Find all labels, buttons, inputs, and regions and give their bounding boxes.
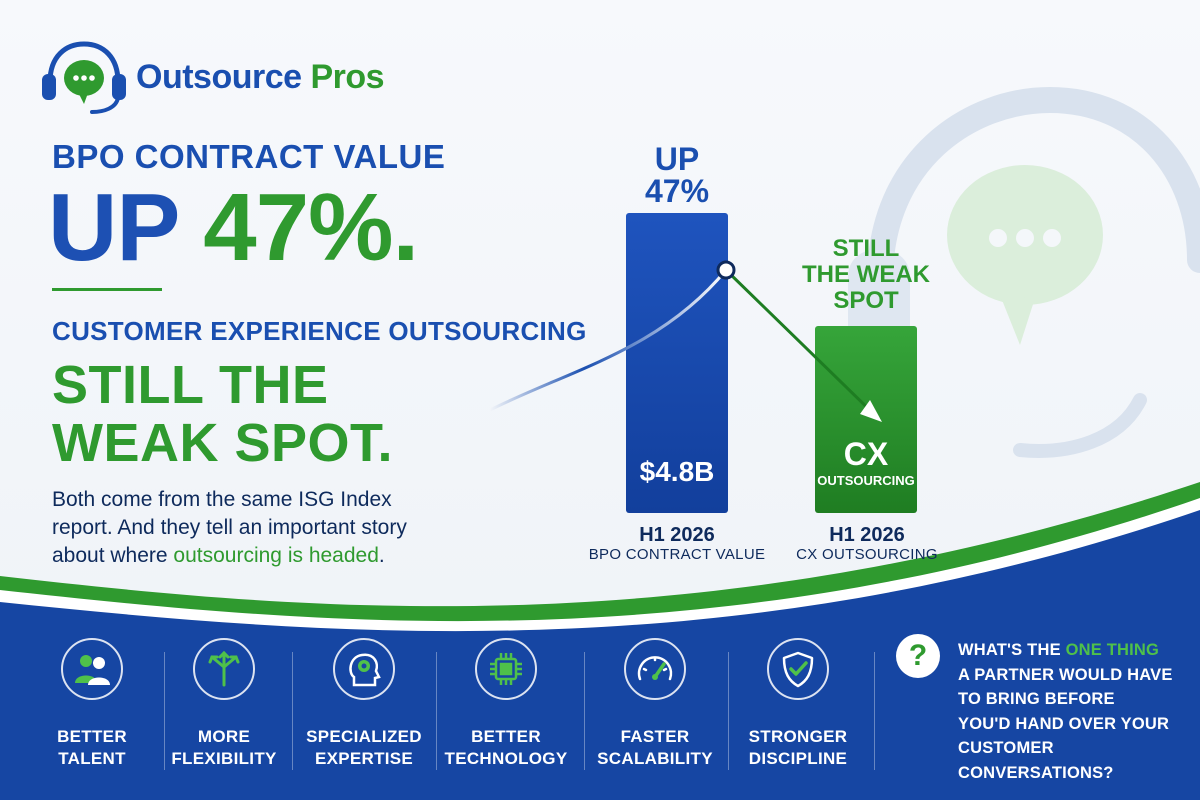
feature-separator <box>436 652 437 770</box>
headline-kicker: BPO CONTRACT VALUE <box>52 138 446 175</box>
headset-chat-icon <box>42 41 126 114</box>
shield-check-icon <box>767 638 829 700</box>
feature-separator <box>164 652 165 770</box>
bar-cx-subvalue: OUTSOURCING <box>817 473 915 488</box>
bar-cx-top-label: STILL THE WEAK SPOT <box>802 235 930 314</box>
brand-logo: Outsource Pros <box>38 38 385 116</box>
headline-big: UP 47%. <box>48 180 419 276</box>
bar-cx-value: CX <box>843 436 889 472</box>
feature-specialized-expertise: SPECIALIZED EXPERTISE <box>294 628 434 770</box>
question-text: WHAT'S THE ONE THING A PARTNER WOULD HAV… <box>958 641 1173 782</box>
body-paragraph: Both come from the same ISG Index report… <box>52 488 407 567</box>
feature-faster-scalability: FASTER SCALABILITY <box>585 628 725 770</box>
feature-better-talent: BETTER TALENT <box>22 628 162 770</box>
feature-separator <box>728 652 729 770</box>
feature-label: BETTER TALENT <box>57 727 127 768</box>
feature-more-flexibility: MORE FLEXIBILITY <box>154 628 294 770</box>
bar-bpo-value: $4.8B <box>639 456 715 487</box>
feature-stronger-discipline: STRONGER DISCIPLINE <box>728 628 868 770</box>
brand-name: Outsource Pros <box>136 57 385 96</box>
people-icon <box>61 638 123 700</box>
chart-bar-cx <box>815 326 917 513</box>
headline-up: UP <box>48 174 179 281</box>
feature-better-technology: BETTER TECHNOLOGY <box>436 628 576 770</box>
bar-cx-caption: CX OUTSOURCING <box>796 546 938 563</box>
feature-label: MORE FLEXIBILITY <box>171 727 277 768</box>
feature-label: STRONGER DISCIPLINE <box>748 727 848 768</box>
speedometer-icon <box>624 638 686 700</box>
bar-cx-period: H1 2026 <box>829 524 905 546</box>
feature-label: BETTER TECHNOLOGY <box>444 727 568 768</box>
chip-icon <box>475 638 537 700</box>
weak-spot-headline: STILL THE WEAK SPOT. <box>52 355 394 473</box>
feature-separator <box>874 652 875 770</box>
bar-bpo-top-label: UP 47% <box>644 141 710 209</box>
highlight-text: outsourcing is headed <box>173 544 379 567</box>
head-gear-icon <box>333 638 395 700</box>
bar-bpo-caption: BPO CONTRACT VALUE <box>588 546 766 563</box>
feature-separator <box>584 652 585 770</box>
headline-percent: 47%. <box>203 174 419 281</box>
feature-label: SPECIALIZED EXPERTISE <box>306 727 422 768</box>
chart-bar-bpo <box>626 213 728 513</box>
subheadline: CUSTOMER EXPERIENCE OUTSOURCING <box>52 316 587 346</box>
divider-rule <box>52 288 162 291</box>
highlight-text: ONE THING <box>1065 641 1160 659</box>
feature-label: FASTER SCALABILITY <box>597 727 713 768</box>
feature-separator <box>292 652 293 770</box>
trend-arrow <box>489 260 882 422</box>
question-icon: ? <box>896 634 940 678</box>
bar-bpo-period: H1 2026 <box>639 524 715 546</box>
split-arrows-icon <box>193 638 255 700</box>
